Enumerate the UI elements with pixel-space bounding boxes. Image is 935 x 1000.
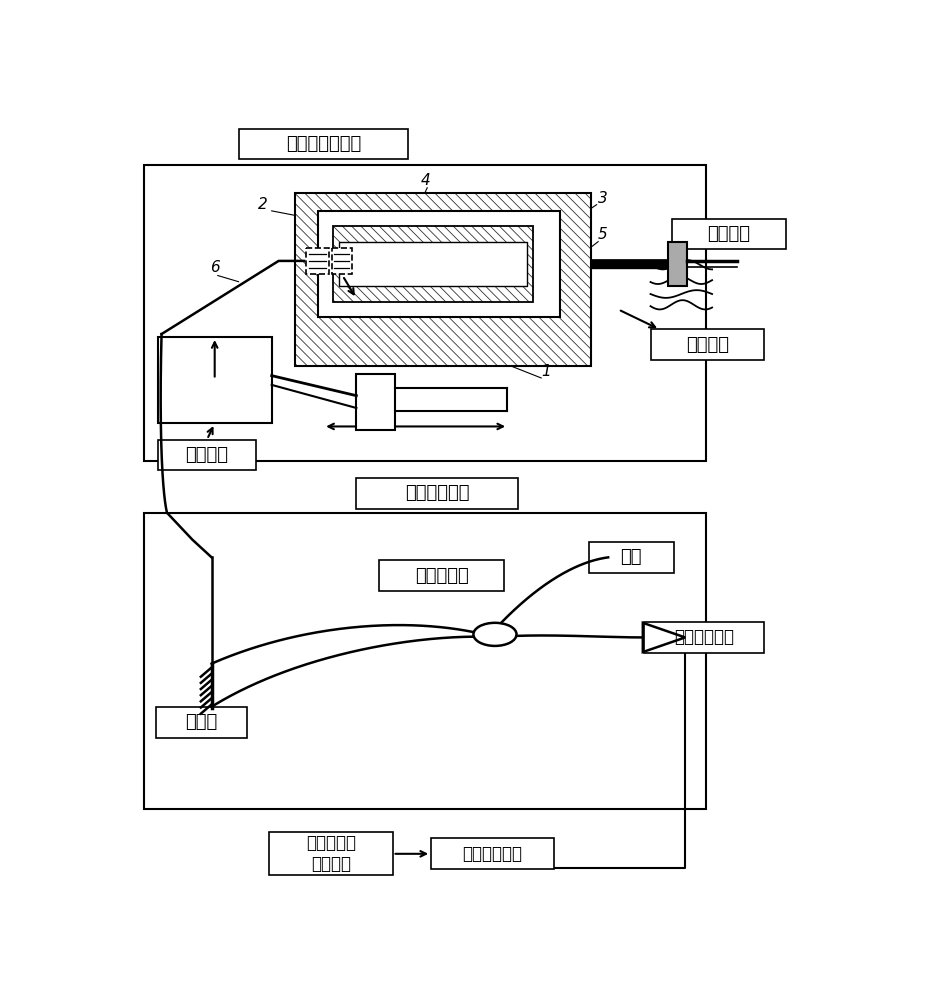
Text: 5: 5 bbox=[598, 227, 608, 242]
Bar bbox=[339, 242, 527, 286]
Bar bbox=[669, 242, 686, 286]
Bar bbox=[644, 622, 764, 653]
Text: 3: 3 bbox=[598, 191, 608, 206]
Bar bbox=[356, 374, 395, 430]
Text: 1: 1 bbox=[541, 364, 551, 379]
Text: 成像导管: 成像导管 bbox=[686, 336, 729, 354]
Bar bbox=[589, 542, 673, 573]
Bar bbox=[295, 193, 591, 366]
Text: 直线电机: 直线电机 bbox=[185, 446, 228, 464]
Bar bbox=[144, 513, 706, 809]
Text: 4: 4 bbox=[421, 173, 431, 188]
Bar bbox=[158, 440, 256, 470]
Text: 反射镜: 反射镜 bbox=[185, 713, 218, 731]
Text: 光电探测模块: 光电探测模块 bbox=[674, 628, 734, 646]
Bar bbox=[156, 707, 247, 738]
Bar bbox=[333, 226, 534, 302]
Bar bbox=[380, 560, 504, 591]
Text: 数据处理和
显示模块: 数据处理和 显示模块 bbox=[306, 834, 356, 873]
Text: 光纤耦合器: 光纤耦合器 bbox=[415, 567, 468, 585]
Bar bbox=[295, 193, 591, 366]
Bar bbox=[144, 165, 706, 461]
Text: 断层成像模块: 断层成像模块 bbox=[405, 484, 469, 502]
Bar bbox=[651, 329, 765, 360]
Text: 光源: 光源 bbox=[621, 548, 642, 566]
Text: 2: 2 bbox=[258, 197, 267, 212]
Bar bbox=[269, 832, 393, 875]
Text: 目标血管: 目标血管 bbox=[708, 225, 751, 243]
Bar bbox=[318, 211, 560, 317]
Bar bbox=[356, 478, 518, 509]
Bar bbox=[672, 219, 786, 249]
Text: 光纤运动控制器: 光纤运动控制器 bbox=[285, 135, 361, 153]
Text: 6: 6 bbox=[210, 260, 220, 275]
Bar bbox=[158, 337, 272, 423]
Bar bbox=[306, 248, 329, 274]
Bar bbox=[238, 129, 408, 158]
Bar bbox=[332, 248, 352, 274]
Bar bbox=[431, 838, 554, 869]
Text: 数据采集模块: 数据采集模块 bbox=[463, 845, 523, 863]
